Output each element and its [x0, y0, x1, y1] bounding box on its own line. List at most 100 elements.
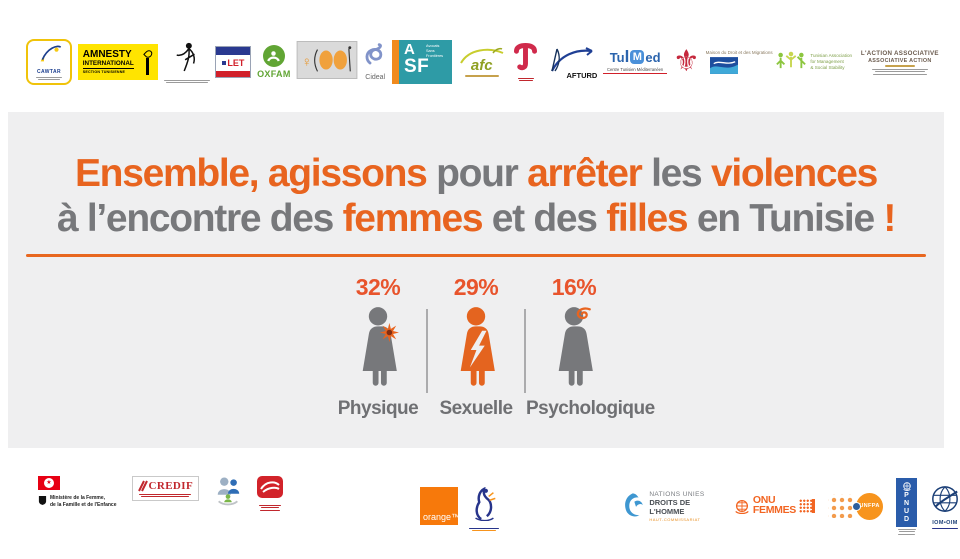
credif-wordmark: CREDIF	[137, 480, 194, 492]
dove-flame-icon	[625, 493, 643, 517]
let-bottom-band	[216, 71, 251, 77]
arabic-letter-icon	[514, 42, 538, 71]
credif-logo: CREDIF	[131, 476, 200, 501]
onu-femmes-text: ONU FEMMES	[752, 494, 796, 517]
action-line1: L'ACTION ASSOCIATIVE	[860, 49, 939, 57]
afturd-label: AFTURD	[566, 70, 598, 80]
let-top-band	[216, 47, 251, 55]
woman-figure-sexual-violence-icon	[460, 306, 495, 386]
stat-divider	[524, 308, 526, 393]
title-seg-orange: arrêter	[527, 152, 643, 195]
footer-logos-right: NATIONS UNIES DROITS DE L'HOMME HAUT-COM…	[620, 478, 960, 535]
stat-label: Psychologique	[526, 397, 655, 419]
blue-figure-icon	[475, 486, 496, 522]
stat-psychologique: 16% Psychologique	[526, 273, 655, 420]
tounissiet-logo	[512, 42, 540, 81]
title-seg-orange: Ensemble, agissons	[74, 152, 428, 195]
text-lines-decoration	[138, 493, 194, 497]
pnud-logo: P N U D	[896, 478, 917, 535]
arabic-lines-decoration	[257, 504, 283, 511]
tamss-logo: Tunisian Association for Management & So…	[775, 51, 852, 74]
text-lines-decoration	[458, 75, 506, 78]
arrows-feather-icon	[551, 46, 593, 72]
cawtar-label: CAWTAR	[37, 69, 61, 75]
amnesty-line3: SECTION TUNISIENNE	[82, 70, 126, 74]
title-seg-gray: et des	[482, 196, 607, 240]
footer-logos-left: ★ Ministère de la Femme, de la Famille e…	[38, 476, 284, 511]
title-seg-gray: en Tunisie	[687, 196, 884, 240]
red-emblem-icon	[257, 476, 284, 498]
amnesty-line2: INTERNATIONAL	[82, 60, 134, 69]
stat-percent: 29%	[453, 273, 499, 300]
tunisia-flag-icon: ★	[38, 476, 60, 490]
un-emblem-orange-icon	[735, 500, 749, 515]
candle-icon	[142, 48, 154, 75]
arabic-line-decoration	[858, 65, 942, 67]
svg-text:♀: ♀	[302, 54, 313, 70]
asf-logo: A SF Avocats Sans Frontières	[391, 40, 452, 84]
unfpa-logo: UNFPA	[828, 492, 883, 520]
poster-title: Ensemble, agissons pour arrêter les viol…	[8, 152, 944, 242]
woman-stick-figure-icon	[176, 42, 195, 72]
woman-figure-physical-violence-icon	[362, 306, 399, 386]
title-seg-gray: pour	[426, 152, 528, 195]
stat-percent: 32%	[355, 273, 401, 300]
arabic-line-decoration	[468, 527, 500, 529]
cideal-logo: Cideal	[364, 43, 386, 81]
wissal-arabic-logo: ♀	[296, 40, 358, 84]
orange-dots-grid-icon	[828, 494, 854, 519]
afturd-logo: AFTURD	[545, 45, 597, 80]
amnesty-text: AMNESTY INTERNATIONAL SECTION TUNISIENNE	[82, 50, 134, 74]
ohchr-line3: HAUT-COMMISSARIAT	[649, 516, 701, 522]
asf-letter-a: A	[403, 41, 415, 58]
red-arabic-logo	[257, 476, 284, 511]
text-lines-decoration	[31, 76, 67, 80]
title-seg-orange: !	[883, 196, 896, 240]
afc-logo: afc	[458, 47, 506, 78]
credif-label: CREDIF	[148, 480, 194, 492]
national-center-arabic-logo	[468, 486, 500, 531]
text-lines-decoration	[858, 68, 942, 75]
cawtar-logo: CAWTAR	[26, 39, 72, 85]
title-line-2: à l’encontre des femmes et des filles en…	[8, 197, 944, 242]
ministry-row: Ministère de la Femme, de la Famille et …	[38, 495, 117, 509]
un-emblem-icon	[902, 482, 911, 491]
ministere-femme-logo: ★ Ministère de la Femme, de la Famille e…	[38, 476, 117, 509]
tamss-text: Tunisian Association for Management & So…	[810, 53, 853, 70]
ohchr-text: NATIONS UNIES DROITS DE L'HOMME HAUT-COM…	[649, 491, 720, 522]
violence-stats: 32% Physique 29% Sexuelle 16% P	[8, 274, 944, 420]
oxfam-label: OXFAM	[257, 69, 291, 79]
let-mid: LET	[216, 55, 251, 71]
text-line-decoration	[930, 527, 960, 529]
let-square-icon	[222, 61, 227, 65]
partner-logos-band: CAWTAR AMNESTY INTERNATIONAL SECTION TUN…	[26, 22, 942, 102]
mdm-label: Maison du Droit et des Migrations	[705, 50, 773, 55]
woman-figure-psychological-violence-icon	[558, 306, 593, 386]
paperclip-spiral-icon	[365, 43, 383, 65]
orange-logo: orange™	[420, 487, 461, 525]
action-line2: ASSOCIATIVE ACTION	[868, 57, 932, 64]
title-seg-orange: violences	[710, 152, 878, 195]
asf-orange-bar	[391, 40, 399, 84]
amnesty-international-logo: AMNESTY INTERNATIONAL SECTION TUNISIENNE	[77, 44, 158, 80]
blue-flag-icon	[709, 57, 738, 74]
ministry-text: Ministère de la Femme, de la Famille et …	[50, 495, 117, 508]
stat-percent: 16%	[551, 273, 597, 300]
ohchr-line2: DROITS DE L'HOMME	[649, 497, 691, 516]
iom-label: IOM•OIM	[932, 520, 958, 527]
text-lines-decoration	[896, 528, 917, 535]
family-figures-logo	[214, 476, 242, 511]
fleur-de-lis-icon: ⚜	[672, 45, 700, 78]
dotted-flag-icon	[799, 499, 815, 514]
title-seg-orange: filles	[606, 196, 688, 240]
stat-label: Physique	[337, 397, 419, 419]
title-seg-gray: les	[641, 152, 711, 195]
stat-divider	[426, 308, 428, 393]
credif-slashes-icon	[137, 480, 148, 492]
unfpa-label: UNFPA	[859, 503, 880, 510]
orange-label: orange™	[423, 512, 461, 522]
cideal-label: Cideal	[365, 74, 386, 81]
arabic-calligraphy-icon: ♀	[297, 40, 358, 79]
stat-sexuelle: 29% Sexuelle	[428, 274, 524, 420]
